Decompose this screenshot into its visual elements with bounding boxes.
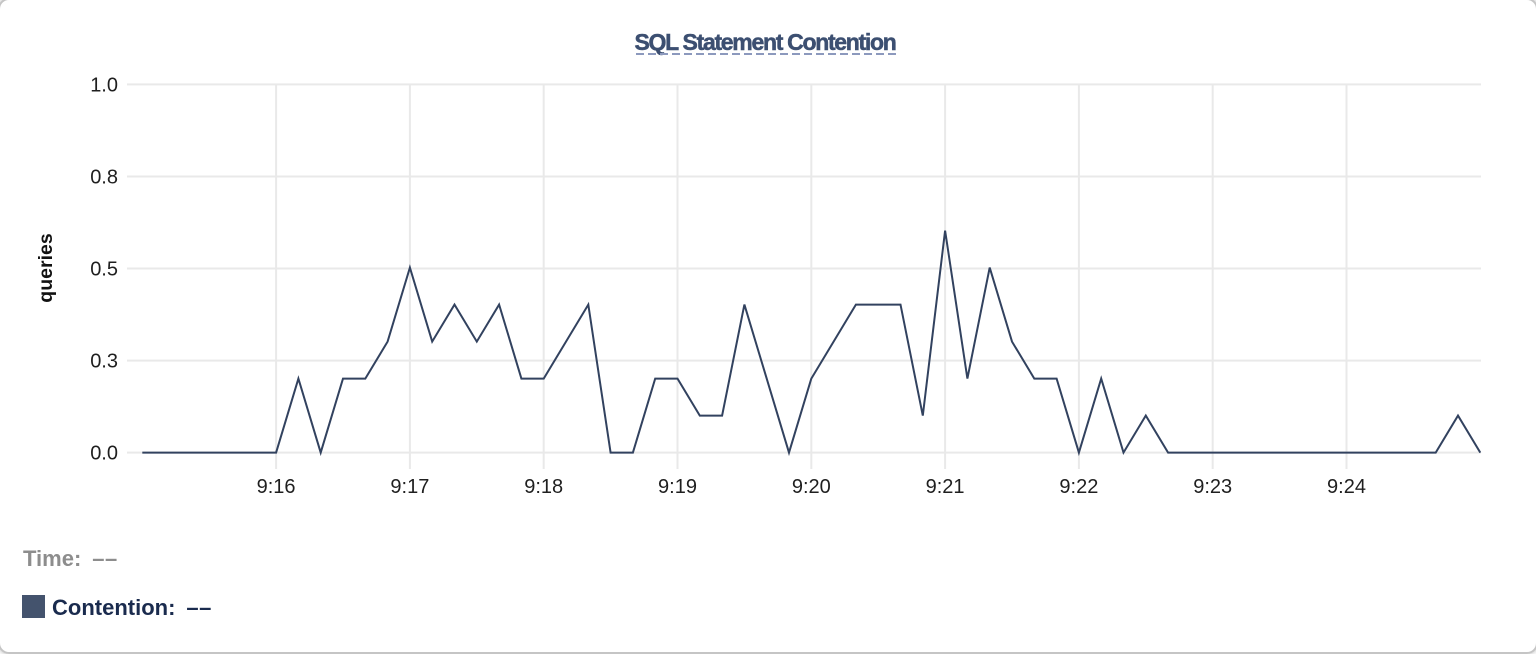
svg-text:9:22: 9:22 — [1059, 476, 1098, 498]
svg-text:0.8: 0.8 — [90, 167, 118, 189]
svg-text:1.0: 1.0 — [90, 74, 118, 96]
svg-text:9:21: 9:21 — [926, 476, 965, 498]
svg-text:9:24: 9:24 — [1327, 476, 1366, 498]
svg-text:9:18: 9:18 — [524, 476, 563, 498]
svg-text:9:16: 9:16 — [257, 476, 296, 498]
svg-text:9:19: 9:19 — [658, 476, 697, 498]
svg-text:queries: queries — [35, 233, 57, 303]
svg-text:0.5: 0.5 — [90, 259, 118, 281]
svg-text:9:20: 9:20 — [792, 476, 831, 498]
svg-text:9:23: 9:23 — [1193, 476, 1232, 498]
svg-text:0.3: 0.3 — [90, 351, 118, 373]
svg-text:9:17: 9:17 — [390, 476, 429, 498]
svg-text:0.0: 0.0 — [90, 443, 118, 465]
